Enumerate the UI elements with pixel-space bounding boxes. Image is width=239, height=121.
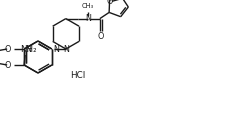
Text: O: O: [98, 32, 104, 41]
Text: N: N: [26, 45, 32, 53]
Text: HCl: HCl: [70, 72, 85, 80]
Text: O: O: [4, 60, 11, 69]
Text: CH₃: CH₃: [82, 3, 94, 9]
Text: NH₂: NH₂: [20, 45, 37, 53]
Text: O: O: [106, 0, 113, 6]
Text: O: O: [4, 45, 11, 53]
Text: N: N: [53, 45, 59, 53]
Text: N: N: [85, 14, 91, 23]
Text: N: N: [63, 45, 69, 53]
